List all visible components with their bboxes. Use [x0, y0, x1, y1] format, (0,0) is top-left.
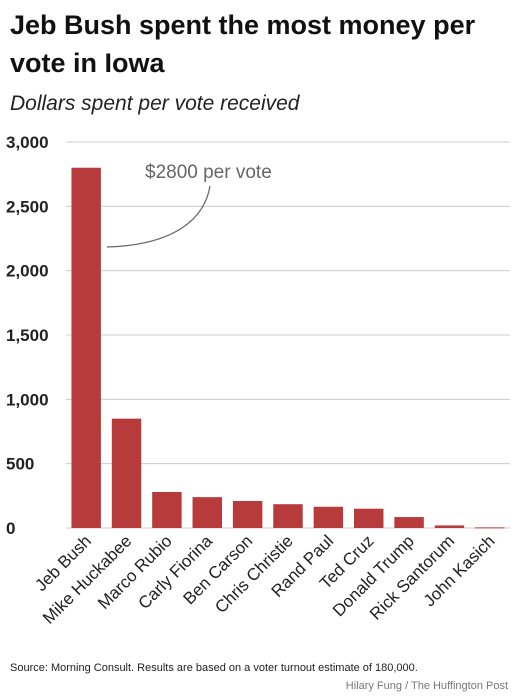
- y-tick-label: 3,000: [6, 133, 49, 152]
- y-tick-label: 2,000: [6, 262, 49, 281]
- chart-title: Jeb Bush spent the most money per vote i…: [10, 10, 476, 78]
- annotation-label: $2800 per vote: [145, 162, 272, 183]
- bar: [394, 517, 424, 528]
- bar: [475, 527, 505, 529]
- annotation-leader-line: [106, 185, 211, 248]
- source-note: Source: Morning Consult. Results are bas…: [10, 662, 418, 674]
- chart-subtitle: Dollars spent per vote received: [10, 92, 300, 115]
- bar: [434, 525, 465, 528]
- y-tick-label: 1,500: [6, 326, 49, 345]
- y-tick-label: 1,000: [6, 390, 49, 409]
- y-tick-label: 500: [6, 455, 34, 474]
- bar: [232, 500, 263, 528]
- bar: [353, 508, 384, 528]
- bar: [71, 167, 101, 528]
- bar: [152, 491, 182, 528]
- y-tick-label: 0: [6, 519, 15, 538]
- bar: [192, 497, 223, 528]
- bar: [111, 418, 142, 528]
- bar: [273, 504, 303, 528]
- y-tick-label: 2,500: [6, 197, 49, 216]
- bar: [313, 506, 344, 528]
- credit-line: Hilary Fung / The Huffington Post: [345, 680, 508, 692]
